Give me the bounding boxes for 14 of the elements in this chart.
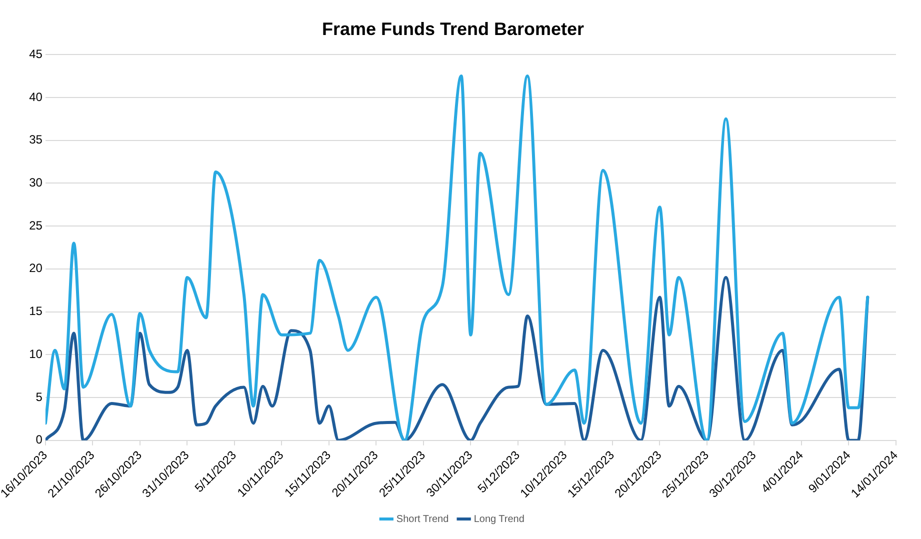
line-series [45, 74, 870, 440]
legend-label: Short Trend [396, 514, 449, 525]
chart-title: Frame Funds Trend Barometer [322, 18, 584, 39]
y-tick-label: 15 [29, 304, 43, 318]
y-tick-label: 35 [29, 132, 43, 147]
legend-label: Long Trend [474, 514, 524, 525]
y-tick-label: 20 [29, 261, 43, 276]
y-tick-label: 25 [29, 218, 43, 232]
y-tick-label: 0 [36, 432, 43, 447]
y-tick-label: 10 [29, 346, 43, 361]
y-tick-label: 30 [29, 175, 43, 190]
y-tick-label: 5 [36, 390, 43, 404]
y-tick-label: 45 [29, 46, 43, 61]
y-tick-label: 40 [29, 90, 43, 104]
